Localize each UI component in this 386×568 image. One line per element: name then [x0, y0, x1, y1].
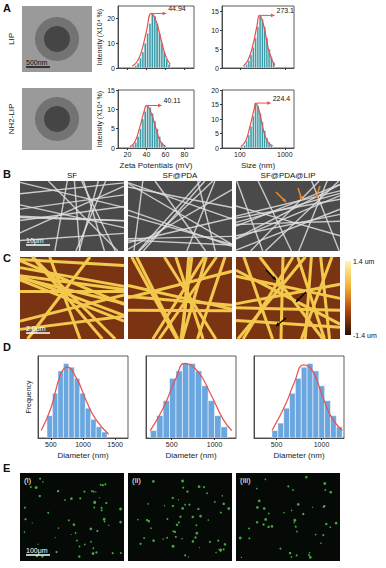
svg-text:80: 80	[181, 151, 189, 158]
svg-text:40: 40	[143, 151, 151, 158]
svg-text:224.4: 224.4	[273, 95, 291, 102]
svg-text:500: 500	[271, 441, 283, 448]
svg-text:SF: SF	[67, 171, 77, 180]
svg-text:Size (nm): Size (nm)	[241, 161, 276, 170]
svg-text:100μm: 100μm	[26, 547, 48, 555]
svg-text:1500: 1500	[107, 441, 123, 448]
svg-text:15: 15	[211, 8, 219, 15]
svg-text:0: 0	[215, 145, 219, 152]
svg-text:1000: 1000	[277, 151, 293, 158]
svg-text:10: 10	[107, 40, 115, 47]
svg-text:A: A	[3, 2, 11, 14]
svg-text:0: 0	[215, 65, 219, 72]
svg-text:2.0μm: 2.0μm	[26, 325, 46, 333]
svg-text:1000: 1000	[207, 441, 223, 448]
svg-text:10: 10	[211, 27, 219, 34]
svg-text:20: 20	[124, 151, 132, 158]
svg-text:Intensity (X10⁴ %): Intensity (X10⁴ %)	[96, 91, 104, 147]
svg-text:40.11: 40.11	[164, 97, 181, 104]
svg-text:20: 20	[107, 15, 115, 22]
svg-text:1.4 um: 1.4 um	[353, 258, 375, 265]
svg-text:500: 500	[166, 441, 178, 448]
svg-text:B: B	[3, 168, 11, 180]
svg-text:Frequency: Frequency	[25, 380, 33, 414]
svg-text:15: 15	[211, 101, 219, 108]
svg-text:20: 20	[211, 87, 219, 94]
svg-text:500: 500	[45, 441, 57, 448]
svg-text:500nm: 500nm	[26, 59, 48, 66]
svg-text:0: 0	[111, 145, 115, 152]
svg-text:Diameter (nm): Diameter (nm)	[165, 451, 216, 460]
svg-text:LIP: LIP	[7, 33, 16, 45]
svg-text:C: C	[3, 252, 11, 264]
svg-text:1000: 1000	[75, 441, 91, 448]
svg-text:15: 15	[107, 87, 115, 94]
svg-text:Diameter (nm): Diameter (nm)	[57, 451, 108, 460]
svg-text:Intensity (X10⁴ %): Intensity (X10⁴ %)	[96, 9, 104, 65]
svg-text:0: 0	[111, 65, 115, 72]
svg-text:273.1: 273.1	[276, 7, 294, 14]
svg-text:(iii): (iii)	[240, 476, 251, 485]
svg-text:(ii): (ii)	[132, 476, 141, 485]
svg-text:SF@PDA@LIP: SF@PDA@LIP	[261, 171, 316, 180]
svg-text:Zeta Potentials (mV): Zeta Potentials (mV)	[120, 161, 193, 170]
svg-text:5: 5	[215, 130, 219, 137]
svg-text:60: 60	[162, 151, 170, 158]
svg-text:10: 10	[107, 106, 115, 113]
svg-text:44.94: 44.94	[168, 5, 186, 12]
svg-text:Diameter (nm): Diameter (nm)	[273, 451, 324, 460]
svg-text:1000: 1000	[314, 441, 330, 448]
svg-text:-1.4 um: -1.4 um	[353, 332, 377, 339]
svg-text:10: 10	[211, 116, 219, 123]
svg-text:D: D	[3, 341, 11, 353]
svg-text:(i): (i)	[24, 476, 31, 485]
svg-text:100: 100	[234, 151, 246, 158]
svg-text:E: E	[3, 462, 10, 474]
svg-text:NH2-LIP: NH2-LIP	[7, 104, 16, 135]
svg-text:5: 5	[111, 125, 115, 132]
svg-text:SF@PDA: SF@PDA	[163, 171, 198, 180]
svg-text:10μm: 10μm	[26, 237, 44, 245]
svg-text:5: 5	[215, 46, 219, 53]
